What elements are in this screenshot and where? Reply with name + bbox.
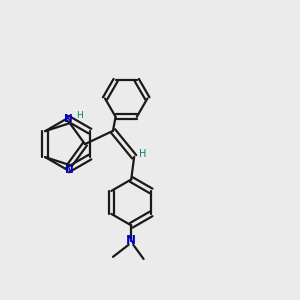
Text: H: H (139, 149, 147, 159)
Text: N: N (64, 114, 73, 124)
Text: N: N (126, 234, 136, 247)
Text: H: H (76, 111, 83, 120)
Text: N: N (65, 165, 74, 176)
